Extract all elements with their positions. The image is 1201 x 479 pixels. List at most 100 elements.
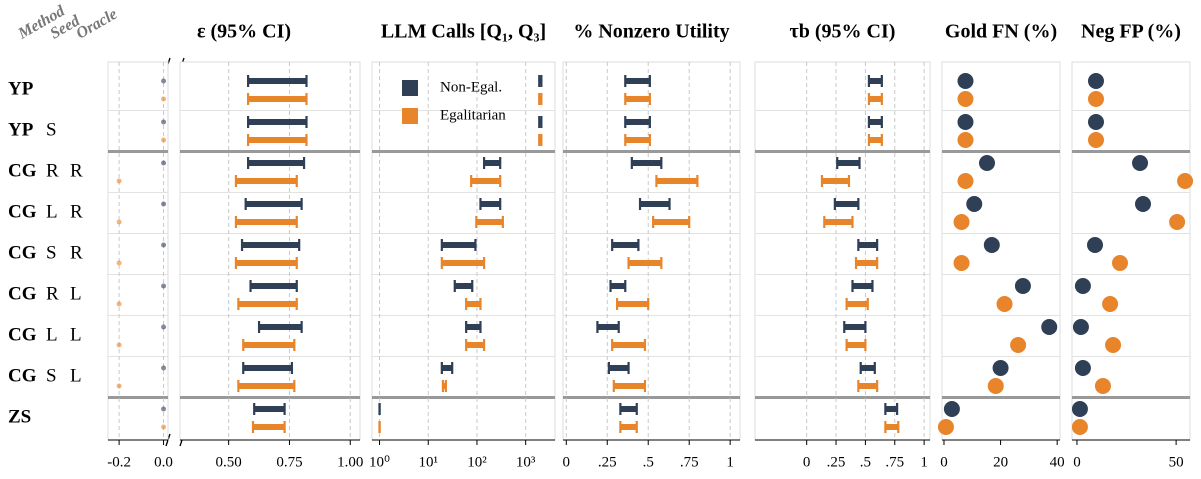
row-label: L <box>70 324 82 345</box>
x-tick-label: .5 <box>643 454 654 470</box>
row-label: CG <box>8 365 37 386</box>
point <box>161 406 167 412</box>
x-tick-label: 0.75 <box>276 454 302 470</box>
panel-background <box>562 61 741 441</box>
dot <box>1087 237 1104 253</box>
x-tick-label: 1 <box>726 454 734 470</box>
row-label: L <box>46 201 58 222</box>
x-tick-label: 40 <box>1050 454 1065 470</box>
dot <box>1102 296 1119 312</box>
x-tick-label: 1 <box>920 454 928 470</box>
dot <box>1087 73 1104 89</box>
row-label: R <box>70 160 83 181</box>
row-label: S <box>46 365 57 386</box>
x-tick-label: 0.0 <box>154 454 173 470</box>
x-tick-label: 10³ <box>516 454 536 470</box>
point <box>161 160 167 166</box>
panel-title: % Nonzero Utility <box>573 21 729 43</box>
row-label: R <box>46 283 59 304</box>
row-label: L <box>46 324 58 345</box>
dot <box>1041 319 1058 335</box>
panel-title: Neg FP (%) <box>1081 21 1181 43</box>
legend-swatch <box>402 108 418 124</box>
dot <box>957 173 974 189</box>
x-tick-label: 0 <box>803 454 811 470</box>
dot <box>1111 255 1128 271</box>
dot <box>1014 278 1031 294</box>
point <box>116 260 122 266</box>
panel-background <box>754 61 931 441</box>
x-tick-label: 10² <box>467 454 487 470</box>
x-tick-label: 50 <box>1169 454 1184 470</box>
panel-title: ε (95% CI) <box>197 21 291 43</box>
dot <box>953 214 970 230</box>
dot <box>1072 319 1089 335</box>
point <box>161 78 167 84</box>
dot <box>937 419 954 435</box>
point <box>161 96 167 102</box>
row-label: R <box>46 160 59 181</box>
row-label: CG <box>8 201 37 222</box>
row-label: CG <box>8 283 37 304</box>
dot <box>987 378 1004 394</box>
point <box>116 219 122 225</box>
point <box>161 365 167 371</box>
dot <box>953 255 970 271</box>
point <box>116 301 122 307</box>
row-label: YP <box>8 78 34 99</box>
dot <box>1134 196 1151 212</box>
point <box>161 324 167 330</box>
dot <box>957 91 974 107</box>
x-tick-label: 20 <box>993 454 1008 470</box>
row-label: L <box>70 365 82 386</box>
column-header: Oracle <box>73 6 120 43</box>
dot <box>1177 173 1194 189</box>
panel-background <box>107 61 169 441</box>
panel-title: Gold FN (%) <box>945 21 1057 43</box>
row-label: S <box>46 119 57 140</box>
point <box>161 119 167 125</box>
point <box>116 383 122 389</box>
point <box>161 242 167 248</box>
x-tick-label: .75 <box>885 454 904 470</box>
dot <box>957 114 974 130</box>
row-label: R <box>70 242 83 263</box>
legend-label: Egalitarian <box>440 107 506 123</box>
x-tick-label: 0 <box>563 454 571 470</box>
x-tick-label: .75 <box>680 454 699 470</box>
point <box>161 424 167 430</box>
dot <box>1087 132 1104 148</box>
dot <box>1071 401 1088 417</box>
dot <box>1074 360 1091 376</box>
point <box>116 178 122 184</box>
row-label: YP <box>8 119 34 140</box>
dot <box>996 296 1013 312</box>
dot <box>1094 378 1111 394</box>
dot <box>943 401 960 417</box>
panel-background <box>371 61 556 441</box>
x-tick-label: 0.50 <box>216 454 242 470</box>
row-label: R <box>70 201 83 222</box>
panel-title: LLM Calls [Q₁, Q₃] <box>381 21 546 43</box>
dot <box>1105 337 1122 353</box>
dot <box>966 196 983 212</box>
dot <box>957 132 974 148</box>
legend-swatch <box>402 80 418 96</box>
dot <box>978 155 995 171</box>
dot <box>957 73 974 89</box>
dot <box>1132 155 1149 171</box>
dot <box>983 237 1000 253</box>
point <box>161 283 167 289</box>
row-label: L <box>70 283 82 304</box>
x-tick-label: -0.2 <box>107 454 131 470</box>
panel-title: τb (95% CI) <box>790 21 896 43</box>
row-label: S <box>46 242 57 263</box>
point <box>161 201 167 207</box>
x-tick-label: 10⁰ <box>369 454 390 470</box>
x-tick-label: 0 <box>940 454 948 470</box>
x-tick-label: .5 <box>860 454 871 470</box>
dot <box>1071 419 1088 435</box>
dot <box>992 360 1009 376</box>
dot <box>1074 278 1091 294</box>
